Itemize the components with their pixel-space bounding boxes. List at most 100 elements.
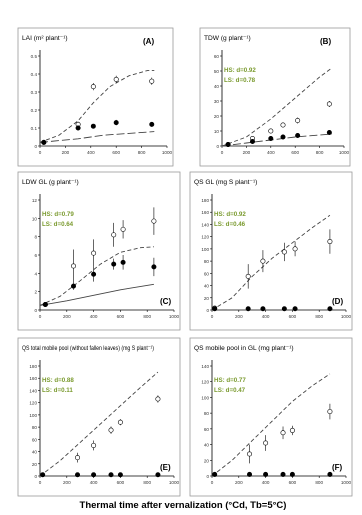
data-point: [295, 133, 301, 139]
y-tick-label: 100: [201, 247, 209, 252]
x-tick-label: 800: [143, 314, 151, 319]
stat-text: HS: d=0.92: [214, 211, 246, 218]
data-point: [90, 84, 96, 90]
stat-text: LS: d=0.78: [224, 77, 256, 84]
y-tick-label: 160: [201, 210, 209, 215]
y-tick-label: 60: [32, 437, 38, 442]
data-point: [245, 306, 251, 312]
y-tick-label: 120: [29, 401, 37, 406]
x-tick-label: 0: [39, 314, 42, 319]
y-tick-label: 60: [204, 271, 210, 276]
data-point: [250, 139, 256, 145]
data-point: [151, 264, 157, 270]
y-tick-label: 60: [214, 54, 220, 59]
data-point: [42, 301, 48, 307]
y-tick-label: 10: [214, 129, 220, 134]
data-point: [108, 472, 114, 478]
x-tick-label: 400: [87, 150, 95, 155]
panel-frame: [17, 337, 181, 497]
x-tick-label: 400: [262, 314, 270, 319]
data-point: [117, 419, 123, 425]
x-tick-label: 1000: [162, 150, 173, 155]
model-line: [39, 131, 155, 143]
y-tick-label: 140: [29, 388, 37, 393]
panel-title: QS mobile pool in GL (mg plant⁻¹): [194, 345, 294, 352]
stat-text: LS: d=0.47: [214, 387, 246, 394]
stat-text: LS: d=0.11: [42, 387, 73, 394]
data-point: [327, 409, 333, 415]
y-tick-label: 0.5: [31, 54, 38, 59]
panel-title: TDW (g plant⁻¹): [204, 35, 251, 42]
data-point: [295, 118, 301, 124]
y-tick-label: 20: [214, 114, 220, 119]
data-point: [292, 246, 298, 252]
data-point: [260, 258, 266, 264]
y-tick-label: 60: [204, 427, 210, 432]
panel-label: (A): [143, 37, 154, 46]
y-tick-label: 4: [34, 271, 37, 276]
data-point: [281, 306, 287, 312]
data-point: [149, 121, 155, 127]
panel-frame: [189, 337, 353, 497]
x-tick-label: 0: [39, 480, 42, 485]
x-tick-label: 400: [90, 480, 98, 485]
panel-title: LDW GL (g plant⁻¹): [22, 179, 79, 186]
x-tick-label: 0: [211, 480, 214, 485]
y-tick-label: 0: [34, 474, 37, 479]
data-point: [281, 249, 287, 255]
data-point: [91, 271, 97, 277]
x-tick-label: 600: [289, 314, 297, 319]
y-tick-label: 180: [29, 364, 37, 369]
x-tick-label: 0: [221, 150, 224, 155]
model-line: [39, 371, 159, 477]
y-tick-label: 8: [34, 235, 37, 240]
data-point: [326, 130, 332, 136]
data-point: [247, 471, 253, 477]
x-tick-label: 200: [62, 150, 70, 155]
data-point: [117, 472, 123, 478]
panel-frame: [199, 27, 351, 167]
panel-frame: [17, 171, 181, 331]
data-point: [247, 451, 253, 457]
x-tick-label: 600: [289, 480, 297, 485]
y-tick-label: 40: [32, 450, 38, 455]
panel-D: 0 20 40 60 80 100 120 140 160 180 0 200 400 600 800 100…: [189, 171, 353, 331]
data-point: [263, 471, 269, 477]
stat-text: HS: d=0.77: [214, 377, 246, 384]
x-tick-label: 800: [138, 150, 146, 155]
data-point: [268, 128, 274, 134]
data-point: [327, 306, 333, 312]
model-line: [211, 214, 331, 311]
y-tick-label: 0: [34, 308, 37, 313]
data-point: [149, 78, 155, 84]
data-point: [212, 306, 218, 312]
y-tick-label: 10: [32, 216, 38, 221]
y-tick-label: 120: [201, 235, 209, 240]
data-point: [245, 273, 251, 279]
y-tick-label: 0.1: [31, 126, 38, 131]
y-tick-label: 40: [214, 84, 220, 89]
model-line: [211, 373, 331, 477]
x-tick-label: 600: [117, 480, 125, 485]
x-tick-label: 800: [143, 480, 151, 485]
data-point: [108, 427, 114, 433]
data-point: [155, 472, 161, 478]
x-tick-label: 1000: [341, 480, 352, 485]
y-tick-label: 120: [201, 380, 209, 385]
y-tick-label: 6: [34, 253, 37, 258]
y-tick-label: 0: [206, 308, 209, 313]
panel-C: 0 2 4 6 8 10 12 0 200 400 600 800 1000 LDW GL (g plan…: [17, 171, 181, 331]
data-point: [263, 440, 269, 446]
panel-label: (B): [320, 37, 331, 46]
y-tick-label: 12: [32, 198, 38, 203]
data-point: [71, 263, 77, 269]
y-tick-label: 20: [32, 462, 38, 467]
data-point: [71, 283, 77, 289]
x-tick-label: 1000: [169, 314, 180, 319]
x-tick-label: 1000: [169, 480, 180, 485]
x-tick-label: 200: [243, 150, 251, 155]
data-point: [111, 261, 117, 267]
panel-label: (F): [332, 463, 343, 472]
data-point: [75, 455, 81, 461]
